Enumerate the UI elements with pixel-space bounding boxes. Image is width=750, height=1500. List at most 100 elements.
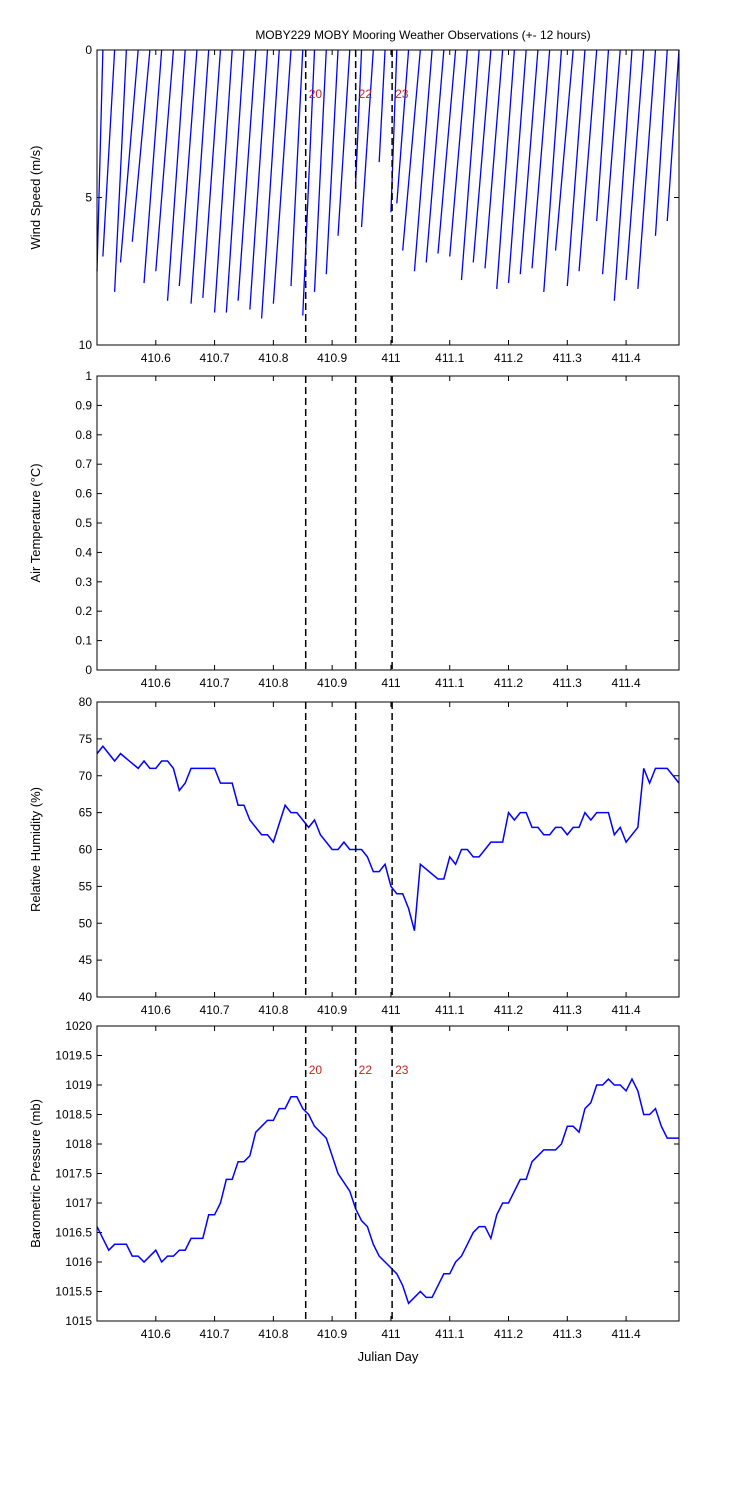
- wind-stick: [449, 49, 469, 257]
- axes-frame: [96, 701, 680, 998]
- wind-stick: [413, 49, 433, 272]
- wind-stick: [260, 49, 280, 319]
- wind-stick: [155, 49, 175, 272]
- wind-stick: [355, 49, 363, 183]
- x-tick-label: 411.2: [494, 1003, 523, 1017]
- y-tick-label: 5: [85, 191, 92, 205]
- x-tick-label: 410.9: [317, 1003, 347, 1017]
- y-tick-label: 1015: [65, 1314, 92, 1328]
- wind-stick: [402, 49, 421, 251]
- wind-stick: [425, 49, 445, 263]
- x-tick-label: 411.1: [435, 676, 464, 690]
- wind-stick: [225, 49, 245, 313]
- y-tick-label: 1016: [65, 1255, 92, 1269]
- wind-stick: [496, 49, 516, 289]
- x-tick-label: 411.3: [553, 1327, 582, 1341]
- x-tick-label: 411.2: [494, 676, 523, 690]
- wind-stick: [484, 49, 504, 269]
- wind-stick: [578, 49, 598, 272]
- marker-label: 23: [395, 1063, 409, 1077]
- wind-stick: [202, 49, 222, 298]
- x-tick-label: 410.7: [200, 676, 230, 690]
- wind-stick: [213, 49, 233, 313]
- y-tick-label: 1019.5: [55, 1049, 92, 1063]
- marker-label: 22: [359, 87, 373, 101]
- y-tick-label: 1018.5: [55, 1108, 92, 1122]
- marker-label: 23: [395, 87, 409, 101]
- y-tick-label: 1018: [65, 1137, 92, 1151]
- x-tick-label: 410.8: [258, 1003, 288, 1017]
- x-tick-label: 411.4: [612, 1327, 641, 1341]
- y-tick-label: 0.8: [75, 428, 92, 442]
- wind-stick: [472, 49, 492, 263]
- y-tick-label: 0.7: [75, 457, 92, 471]
- x-tick-label: 411.1: [435, 351, 464, 365]
- x-tick-label: 410.6: [141, 676, 171, 690]
- x-tick-label: 411: [381, 676, 400, 690]
- wind-stick: [396, 49, 410, 204]
- y-tick-label: 1016.5: [55, 1226, 92, 1240]
- plot-area: [97, 1026, 679, 1321]
- plot-area: [97, 702, 679, 997]
- wind-stick: [337, 49, 351, 236]
- wind-stick: [531, 49, 551, 269]
- wind-stick: [290, 49, 304, 287]
- wind-stick: [102, 49, 116, 257]
- wind-stick: [666, 49, 680, 222]
- wind-stick: [460, 49, 480, 281]
- wind-stick: [596, 49, 610, 222]
- y-tick-label: 0.2: [75, 604, 92, 618]
- axes-frame: [96, 375, 680, 671]
- x-tick-label: 410.7: [200, 351, 230, 365]
- x-tick-label: 411: [381, 1003, 400, 1017]
- y-tick-label: 0.9: [75, 398, 92, 412]
- y-tick-label: 1015.5: [55, 1285, 92, 1299]
- y-tick-label: 1020: [65, 1019, 92, 1033]
- y-tick-label: 0.4: [75, 545, 92, 559]
- y-tick-label: 1: [85, 369, 92, 383]
- x-tick-label: 411.1: [435, 1327, 464, 1341]
- x-tick-label: 410.7: [200, 1003, 230, 1017]
- x-tick-label: 411.3: [553, 676, 582, 690]
- wind-stick: [325, 49, 339, 275]
- wind-stick: [543, 49, 563, 292]
- x-tick-label: 411.3: [553, 1003, 582, 1017]
- y-tick-label: 1017.5: [55, 1167, 92, 1181]
- wind-stick: [437, 49, 457, 254]
- x-tick-label: 410.8: [258, 1327, 288, 1341]
- wind-stick: [96, 49, 104, 272]
- wind-stick: [613, 49, 633, 301]
- y-tick-label: 40: [79, 990, 93, 1004]
- y-tick-label: 45: [79, 953, 93, 967]
- data-line: [96, 1077, 679, 1305]
- wind-stick: [507, 49, 527, 284]
- wind-stick: [654, 49, 668, 236]
- x-tick-label: 410.6: [141, 1327, 171, 1341]
- wind-stick: [272, 49, 292, 304]
- y-tick-label: 0.6: [75, 487, 92, 501]
- x-tick-label: 411.1: [435, 1003, 464, 1017]
- x-tick-label: 411.3: [553, 351, 582, 365]
- marker-label: 20: [309, 87, 323, 101]
- x-tick-label: 410.9: [317, 351, 347, 365]
- chart-title: MOBY229 MOBY Mooring Weather Observation…: [255, 28, 590, 42]
- wind-stick: [237, 49, 257, 301]
- plot-area: [97, 50, 679, 345]
- x-tick-label: 411.4: [612, 676, 641, 690]
- wind-stick: [519, 49, 539, 275]
- y-tick-label: 65: [79, 806, 93, 820]
- x-tick-label: 411.2: [494, 351, 523, 365]
- x-tick-label: 410.7: [200, 1327, 230, 1341]
- wind-stick: [637, 49, 657, 289]
- wind-stick: [190, 49, 210, 304]
- data-line: [96, 745, 680, 931]
- wind-stick: [119, 49, 139, 263]
- y-axis-label: Wind Speed (m/s): [28, 145, 43, 249]
- x-tick-label: 411: [381, 1327, 400, 1341]
- wind-stick: [113, 49, 128, 292]
- wind-stick: [143, 49, 163, 284]
- wind-stick: [302, 49, 316, 316]
- wind-stick: [178, 49, 198, 287]
- y-tick-label: 0: [85, 663, 92, 677]
